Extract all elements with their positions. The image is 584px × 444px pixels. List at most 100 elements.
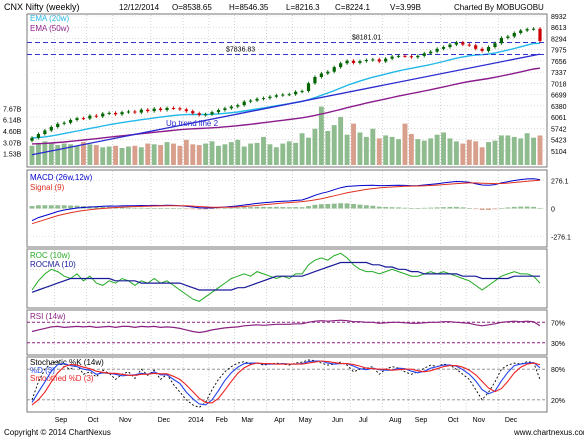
volume-bar [312, 128, 318, 165]
candle-body [281, 94, 285, 96]
footer-copyright: Copyright © 2014 ChartNexus [4, 428, 111, 437]
volume-axis-tick: 7.67B [3, 106, 22, 113]
chart-high: H=8546.35 [229, 3, 269, 12]
candle-body [268, 96, 272, 99]
candle-body [416, 55, 420, 58]
legend-rocma: ROCMA (10) [30, 260, 76, 269]
volume-bar [299, 133, 305, 165]
price-axis-tick: 6380 [551, 104, 567, 111]
legend-stoch-k: Stochastic %K (14w) [30, 358, 104, 367]
macd-histogram-bar [171, 208, 176, 209]
volume-bar [241, 146, 247, 165]
macd-histogram-bar [492, 208, 498, 210]
volume-axis-tick: 4.60B [3, 129, 22, 136]
volume-bar [61, 143, 67, 165]
macd-histogram-bar [280, 207, 286, 209]
volume-bar [273, 147, 279, 165]
macd-histogram-bar [68, 205, 74, 209]
volume-bar [261, 136, 266, 165]
footer-site: www.chartnexus.com [513, 428, 584, 437]
candle-body [216, 110, 221, 113]
chart-title: CNX Nifty (weekly) [4, 2, 80, 12]
volume-bar [119, 148, 125, 165]
price-axis-tick: 7656 [551, 59, 567, 66]
macd-histogram-bar [453, 206, 459, 209]
candle-body [422, 53, 426, 56]
macd-histogram-bar [479, 208, 485, 210]
candle-body [249, 100, 253, 102]
candle-body [36, 134, 41, 138]
volume-bar [171, 143, 176, 165]
volume-bar [29, 145, 35, 165]
price-axis-tick: 7337 [551, 70, 567, 77]
macd-histogram-bar [74, 205, 80, 209]
volume-bar [479, 147, 485, 165]
macd-histogram-bar [254, 206, 260, 209]
candle-body [75, 118, 79, 120]
volume-axis-tick: 6.14B [3, 118, 22, 125]
macd-histogram-bar [344, 203, 350, 209]
volume-bar [537, 135, 543, 165]
chart-date: 12/12/2014 [119, 3, 160, 12]
price-axis-tick: 6061 [551, 115, 567, 122]
volume-bar [389, 136, 395, 165]
candle-body [88, 115, 92, 119]
candle-body [210, 112, 214, 115]
candle-body [384, 58, 388, 62]
macd-histogram-bar [531, 206, 537, 209]
volume-bar [222, 144, 228, 165]
macd-histogram-bar [35, 205, 41, 209]
macd-histogram-bar [48, 205, 54, 209]
candle-body [480, 48, 484, 51]
month-label: Feb [216, 417, 228, 424]
legend-ema50: EMA (50w) [30, 24, 69, 33]
volume-bar [254, 142, 260, 165]
rsi-axis-tick: 70% [551, 320, 565, 327]
volume-bar [421, 140, 427, 165]
macd-histogram-bar [511, 206, 517, 209]
chart-low: L=8216.3 [286, 3, 320, 12]
candle-body [525, 29, 529, 31]
macd-histogram-bar [389, 207, 395, 209]
candle-body [229, 106, 233, 109]
volume-bar [318, 106, 324, 165]
volume-bar [145, 143, 151, 165]
macd-histogram-bar [421, 207, 427, 209]
rsi-line [31, 319, 541, 334]
candle-body [319, 73, 323, 77]
volume-axis-tick: 1.53B [3, 152, 22, 159]
volume-bar [351, 123, 356, 165]
candle-body [133, 111, 137, 113]
price-axis-tick: 5104 [551, 149, 567, 156]
candle-body [531, 28, 536, 30]
legend-stoch-sd: Smoothed %D (3) [30, 374, 94, 383]
candle-body [474, 45, 478, 49]
macd-histogram-bar [222, 208, 228, 209]
macd-histogram-bar [228, 207, 234, 209]
volume-bar [68, 144, 74, 165]
volume-bar [357, 132, 363, 165]
volume-bar [93, 145, 99, 165]
candle-body [326, 71, 330, 74]
candle-body [339, 63, 343, 68]
candle-body [377, 59, 381, 62]
candle-body [68, 119, 73, 123]
macd-histogram-bar [357, 204, 363, 209]
candle-body [519, 30, 523, 33]
month-label: Apr [274, 417, 286, 424]
macd-histogram-bar [151, 208, 157, 209]
candle-body [332, 67, 336, 72]
stoch-axis-tick: 20% [551, 398, 565, 405]
macd-histogram-bar [164, 208, 170, 209]
candle-body [146, 109, 150, 112]
candle-body [345, 60, 349, 64]
volume-bar [106, 146, 112, 165]
macd-histogram-bar [383, 207, 389, 209]
volume-bar [190, 144, 196, 165]
legend-rsi: RSI (14w) [30, 312, 66, 321]
macd-histogram-bar [293, 207, 299, 209]
month-label: Oct [88, 417, 99, 424]
macd-histogram-bar [235, 207, 241, 209]
volume-bar [248, 143, 254, 165]
